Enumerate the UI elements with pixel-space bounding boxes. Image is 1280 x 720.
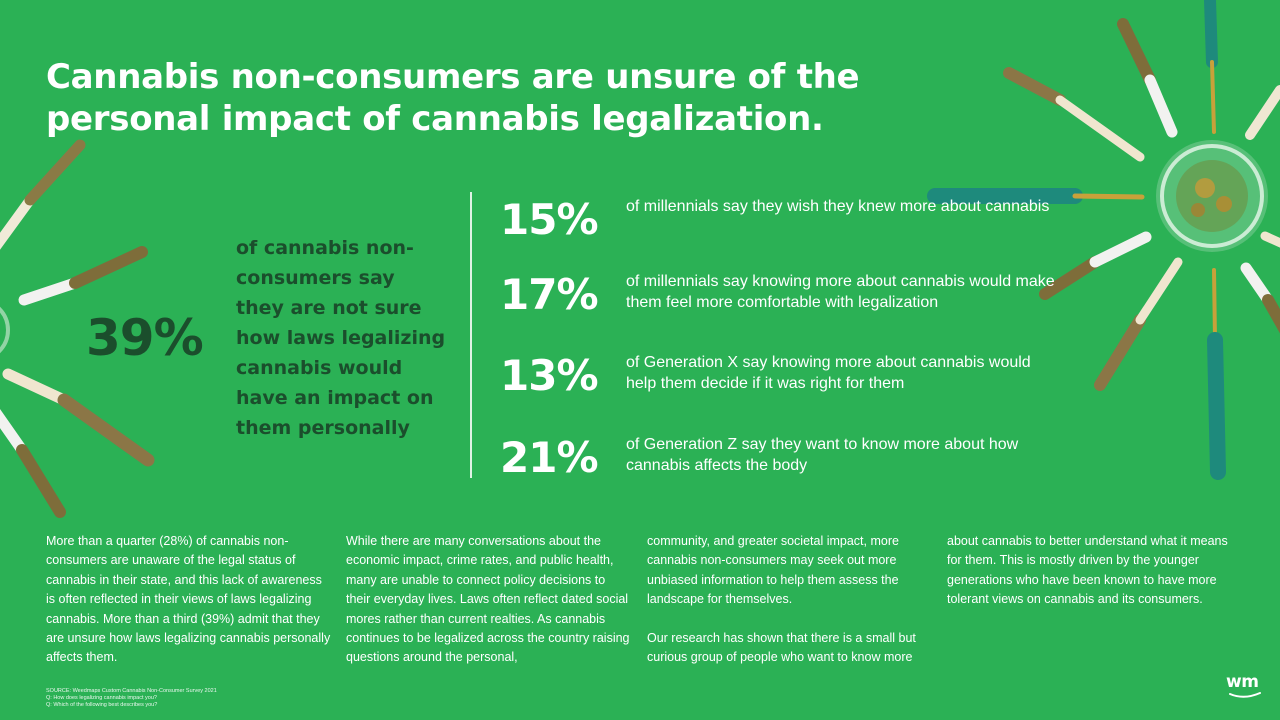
body-column-2: While there are many conversations about… bbox=[346, 532, 632, 687]
body-column-1: More than a quarter (28%) of cannabis no… bbox=[46, 532, 332, 687]
stat-description: of millennials say they wish they knew m… bbox=[626, 198, 1050, 215]
body-paragraph: community, and greater societal impact, … bbox=[647, 534, 899, 607]
body-paragraph: More than a quarter (28%) of cannabis no… bbox=[46, 534, 331, 665]
footnote-source: SOURCE: Weedmaps Custom Cannabis Non-Con… bbox=[46, 688, 217, 694]
body-column-3: community, and greater societal impact, … bbox=[647, 532, 933, 686]
stat-value: 21% bbox=[500, 433, 599, 482]
stat-description: of Generation X say knowing more about c… bbox=[626, 354, 1031, 392]
source-footnote: SOURCE: Weedmaps Custom Cannabis Non-Con… bbox=[46, 688, 346, 709]
footnote-question: Q: How does legalizing cannabis impact y… bbox=[46, 695, 157, 701]
stat-row-generation-z: 21% of Generation Z say they want to kno… bbox=[500, 430, 1060, 494]
stat-value: 13% bbox=[500, 351, 599, 400]
stat-row-millennials-wish: 15% of millennials say they wish they kn… bbox=[500, 192, 1060, 256]
highlight-stat-value: 39% bbox=[86, 309, 204, 367]
body-paragraph: about cannabis to better understand what… bbox=[947, 534, 1228, 607]
vertical-divider bbox=[470, 192, 472, 478]
highlight-stat-description: of cannabis non-consumers say they are n… bbox=[236, 237, 446, 439]
page-title: Cannabis non-consumers are unsure of the… bbox=[46, 57, 860, 139]
stat-value: 15% bbox=[500, 195, 599, 244]
stat-description: of Generation Z say they want to know mo… bbox=[626, 436, 1019, 474]
footnote-question: Q: Which of the following best describes… bbox=[46, 702, 158, 708]
stat-row-generation-x: 13% of Generation X say knowing more abo… bbox=[500, 348, 1060, 412]
weedmaps-logo: wm bbox=[1226, 672, 1270, 700]
stat-description: of millennials say knowing more about ca… bbox=[626, 273, 1055, 311]
body-paragraph: Our research has shown that there is a s… bbox=[647, 630, 916, 665]
stat-value: 17% bbox=[500, 270, 599, 319]
logo-text: wm bbox=[1226, 672, 1259, 692]
stat-row-millennials-comfortable: 17% of millennials say knowing more abou… bbox=[500, 267, 1060, 331]
body-paragraph: While there are many conversations about… bbox=[346, 534, 630, 665]
body-column-4: about cannabis to better understand what… bbox=[947, 532, 1233, 629]
logo-smile-icon bbox=[1229, 692, 1261, 698]
